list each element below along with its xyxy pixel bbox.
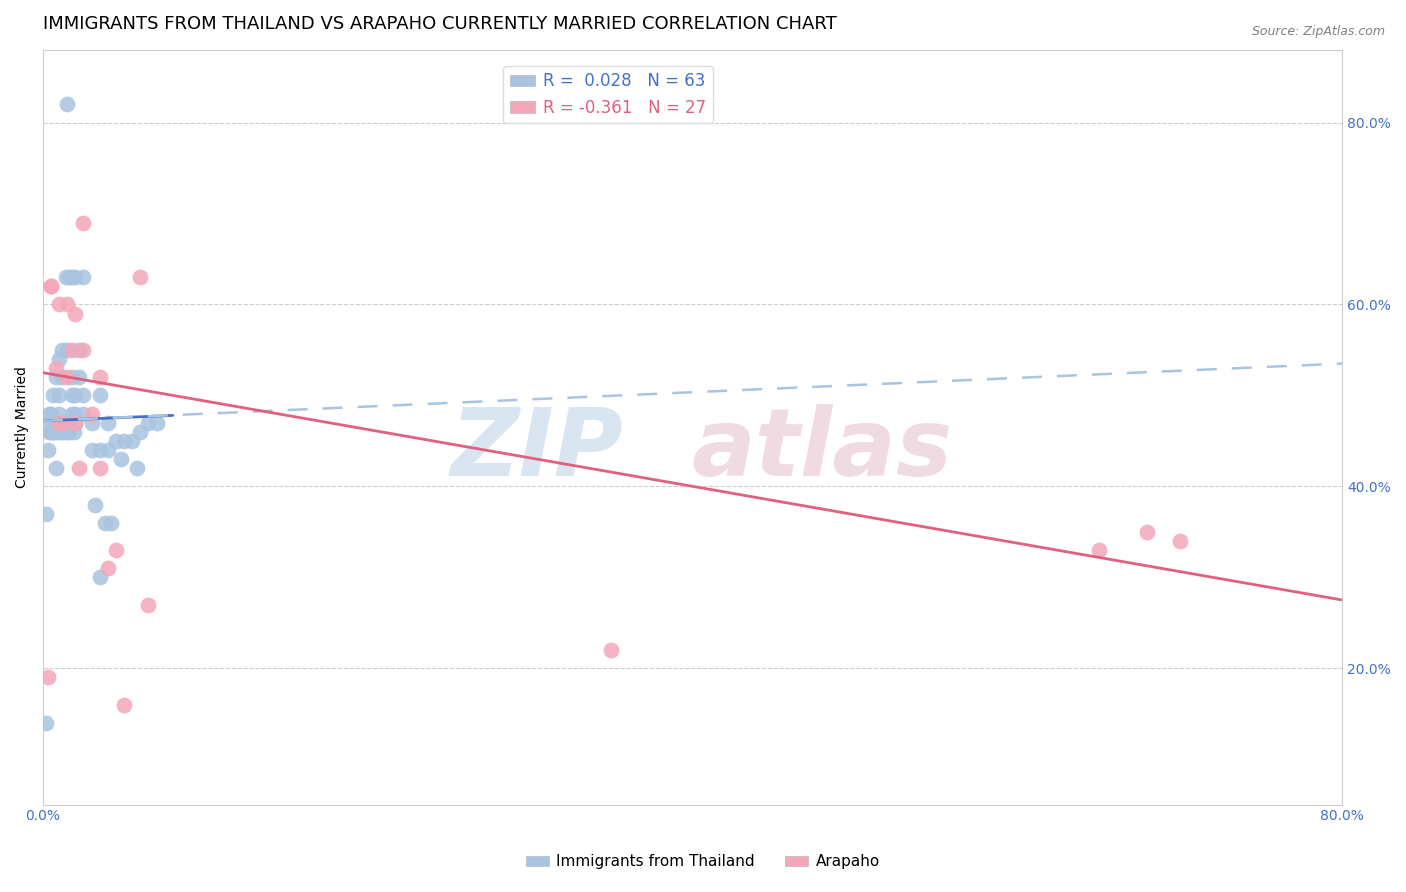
Point xyxy=(89,388,111,402)
Text: IMMIGRANTS FROM THAILAND VS ARAPAHO CURRENTLY MARRIED CORRELATION CHART: IMMIGRANTS FROM THAILAND VS ARAPAHO CURR… xyxy=(44,15,837,33)
Point xyxy=(45,416,67,430)
Text: atlas: atlas xyxy=(692,404,953,496)
Point xyxy=(1087,543,1109,558)
Point xyxy=(35,715,58,730)
Point xyxy=(65,307,87,321)
Point xyxy=(89,570,111,584)
Point xyxy=(58,425,80,439)
Point xyxy=(65,270,87,285)
Point xyxy=(39,279,62,293)
Point xyxy=(37,670,59,684)
Point xyxy=(45,461,67,475)
Point xyxy=(138,598,160,612)
Point xyxy=(72,343,94,357)
Point xyxy=(51,416,73,430)
Point xyxy=(97,416,120,430)
Point xyxy=(80,416,103,430)
Point xyxy=(45,361,67,376)
Point xyxy=(38,407,60,421)
Point xyxy=(145,416,167,430)
Point xyxy=(56,370,79,384)
Point xyxy=(38,425,60,439)
Point xyxy=(39,425,62,439)
Point xyxy=(39,416,62,430)
Point xyxy=(46,425,69,439)
Point xyxy=(67,461,90,475)
Point xyxy=(56,425,79,439)
Point xyxy=(48,416,70,430)
Point xyxy=(138,416,160,430)
Point xyxy=(51,343,73,357)
Text: Source: ZipAtlas.com: Source: ZipAtlas.com xyxy=(1251,25,1385,38)
Point xyxy=(48,407,70,421)
Legend: Immigrants from Thailand, Arapaho: Immigrants from Thailand, Arapaho xyxy=(520,848,886,875)
Point xyxy=(72,388,94,402)
Point xyxy=(1136,524,1159,539)
Point xyxy=(48,351,70,366)
Point xyxy=(37,442,59,457)
Point xyxy=(67,370,90,384)
Point xyxy=(58,270,80,285)
Point xyxy=(49,416,72,430)
Point xyxy=(89,442,111,457)
Point xyxy=(56,416,79,430)
Point xyxy=(97,442,120,457)
Point xyxy=(44,425,66,439)
Point xyxy=(55,270,77,285)
Point xyxy=(62,425,84,439)
Point xyxy=(35,507,58,521)
Point xyxy=(53,425,76,439)
Y-axis label: Currently Married: Currently Married xyxy=(15,367,30,488)
Point xyxy=(83,498,105,512)
Point xyxy=(67,343,90,357)
Point xyxy=(51,370,73,384)
Point xyxy=(97,561,120,575)
Point xyxy=(600,643,623,657)
Legend: R =  0.028   N = 63, R = -0.361   N = 27: R = 0.028 N = 63, R = -0.361 N = 27 xyxy=(503,66,713,123)
Point xyxy=(104,434,127,448)
Point xyxy=(56,297,79,311)
Text: ZIP: ZIP xyxy=(450,404,623,496)
Point xyxy=(48,297,70,311)
Point xyxy=(112,698,135,712)
Point xyxy=(45,370,67,384)
Point xyxy=(65,407,87,421)
Point xyxy=(60,407,83,421)
Point xyxy=(48,388,70,402)
Point xyxy=(129,270,152,285)
Point xyxy=(89,370,111,384)
Point xyxy=(39,407,62,421)
Point xyxy=(80,442,103,457)
Point xyxy=(65,416,87,430)
Point xyxy=(60,370,83,384)
Point xyxy=(60,388,83,402)
Point xyxy=(93,516,115,530)
Point xyxy=(127,461,149,475)
Point xyxy=(129,425,152,439)
Point xyxy=(56,343,79,357)
Point xyxy=(72,216,94,230)
Point xyxy=(72,270,94,285)
Point xyxy=(121,434,143,448)
Point xyxy=(112,434,135,448)
Point xyxy=(65,416,87,430)
Point xyxy=(1168,533,1191,548)
Point xyxy=(60,270,83,285)
Point xyxy=(60,343,83,357)
Point xyxy=(39,279,62,293)
Point xyxy=(80,407,103,421)
Point xyxy=(48,416,70,430)
Point xyxy=(65,388,87,402)
Point xyxy=(41,425,63,439)
Point xyxy=(41,388,63,402)
Point xyxy=(110,452,132,467)
Point xyxy=(100,516,122,530)
Point xyxy=(51,425,73,439)
Point xyxy=(89,461,111,475)
Point xyxy=(56,97,79,112)
Point xyxy=(72,407,94,421)
Point xyxy=(104,543,127,558)
